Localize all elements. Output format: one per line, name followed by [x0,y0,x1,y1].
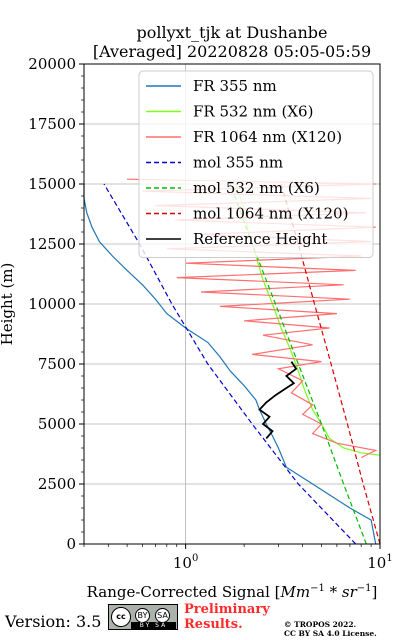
x-axis-label: Range-Corrected Signal [Mm−1 * sr−1] [87,583,378,600]
share-alike-icon: SA [155,608,170,623]
y-tick-label: 0 [66,535,76,553]
preliminary-line1: Preliminary [184,602,270,617]
cc-license-strip: BY SA [131,622,176,629]
axis-ticks: 0 2500 5000 7500 10000 12500 15000 17500 20000 10… [28,55,392,572]
y-tick-label: 2500 [38,475,76,493]
legend-box [138,70,374,258]
x-tick-label: 101 [367,553,392,572]
cc-icon: cc [111,607,131,627]
y-tick-label: 12500 [28,235,76,253]
chart-title-line2: [Averaged] 20220828 05:05-05:59 [93,42,371,61]
version-label: Version: 3.5 [5,612,102,631]
copyright-notice: © TROPOS 2022. CC BY SA 4.0 License. [284,620,377,638]
y-axis-label: Height (m) [0,263,16,346]
y-tick-label: 15000 [28,175,76,193]
legend-label-2: FR 1064 nm (X120) [193,128,342,146]
y-tick-label: 10000 [28,295,76,313]
series-line-0 [83,184,377,545]
legend-label-1: FR 532 nm (X6) [193,103,313,121]
lidar-profile-chart: pollyxt_tjk at Dushanbe [Averaged] 20220… [0,23,393,600]
y-tick-label: 20000 [28,55,76,73]
legend: FR 355 nm FR 532 nm (X6) FR 1064 nm (X120)… [138,70,374,258]
series-line-5 [280,183,381,545]
copyright-line2: CC BY SA 4.0 License. [284,629,377,638]
y-tick-label: 5000 [38,415,76,433]
cc-license-badge: cc BY SA BY SA [108,604,178,630]
legend-label-6: Reference Height [193,230,327,248]
y-tick-label: 17500 [28,115,76,133]
y-tick-label: 7500 [38,355,76,373]
legend-label-0: FR 355 nm [193,77,277,95]
attribution-icon: BY [135,608,150,623]
x-tick-label: 100 [173,553,198,572]
series-line-6 [258,361,298,439]
legend-label-5: mol 1064 nm (X120) [193,205,348,223]
chart-title-line1: pollyxt_tjk at Dushanbe [136,23,327,42]
preliminary-notice: Preliminary Results. [184,602,270,632]
preliminary-line2: Results. [184,617,243,632]
copyright-line1: © TROPOS 2022. [284,620,357,629]
legend-label-4: mol 532 nm (X6) [193,179,320,197]
legend-label-3: mol 355 nm [193,154,283,172]
